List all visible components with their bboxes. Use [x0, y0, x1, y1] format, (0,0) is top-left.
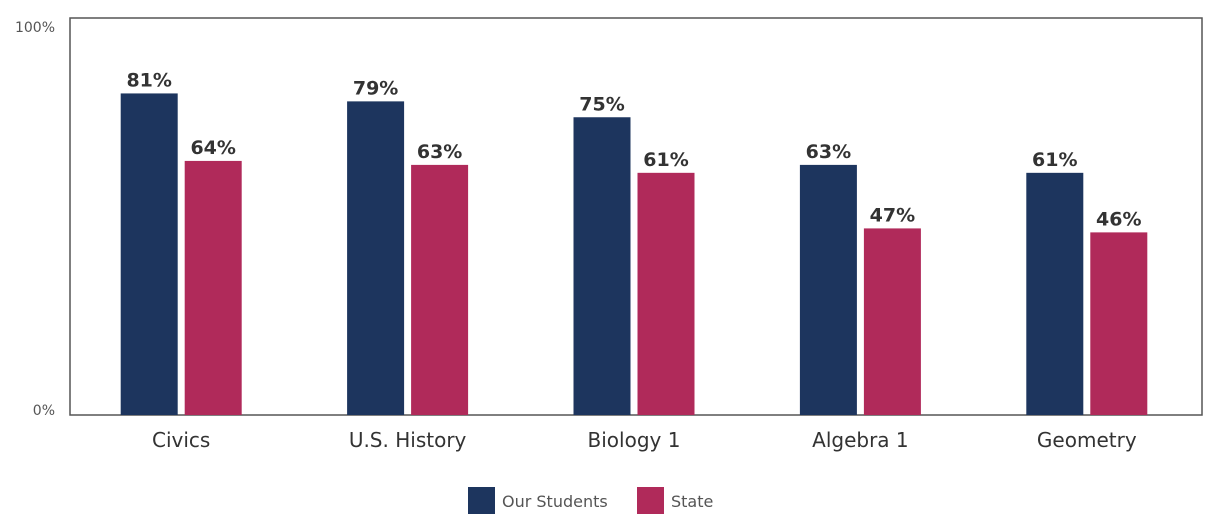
bar-value-label: 75% — [579, 93, 624, 115]
bar-state — [411, 164, 469, 415]
bar-state — [1090, 232, 1148, 415]
bar-state — [184, 160, 242, 415]
bar-our-students — [120, 93, 178, 416]
category-label: Biology 1 — [588, 428, 681, 452]
y-tick-label: 0% — [33, 403, 55, 419]
category-label: Algebra 1 — [812, 428, 909, 452]
bar-value-label: 64% — [190, 137, 235, 159]
category-label: Geometry — [1037, 428, 1137, 452]
bars-group — [120, 93, 1148, 416]
bar-value-label: 61% — [643, 149, 688, 171]
y-axis-ticks: 100% 0% — [15, 20, 55, 419]
category-labels-group: Civics U.S. History Biology 1 Algebra 1 Geom… — [152, 428, 1137, 452]
category-label: Civics — [152, 428, 210, 452]
category-label: U.S. History — [349, 428, 467, 452]
legend: Our Students State — [468, 487, 713, 514]
bar-our-students — [347, 101, 405, 416]
bar-our-students — [1026, 172, 1084, 415]
bar-our-students — [799, 164, 857, 415]
bar-value-label: 63% — [806, 141, 851, 163]
legend-swatch — [637, 487, 664, 514]
bar-value-label: 79% — [353, 77, 398, 99]
bar-value-label: 47% — [870, 204, 915, 226]
value-labels-group: 81% 64% 79% 63% 75% 61% 63% 47% 61% 46% — [126, 69, 1141, 230]
bar-state — [863, 228, 921, 415]
bar-value-label: 81% — [126, 69, 171, 91]
legend-label: Our Students — [502, 492, 608, 511]
legend-label: State — [671, 492, 713, 511]
bar-value-label: 61% — [1032, 149, 1077, 171]
legend-swatch — [468, 487, 495, 514]
plot-frame — [69, 17, 1203, 416]
bar-our-students — [573, 117, 631, 415]
bar-value-label: 63% — [417, 141, 462, 163]
bar-state — [637, 172, 695, 415]
bar-value-label: 46% — [1096, 208, 1141, 230]
y-tick-label: 100% — [15, 20, 55, 36]
